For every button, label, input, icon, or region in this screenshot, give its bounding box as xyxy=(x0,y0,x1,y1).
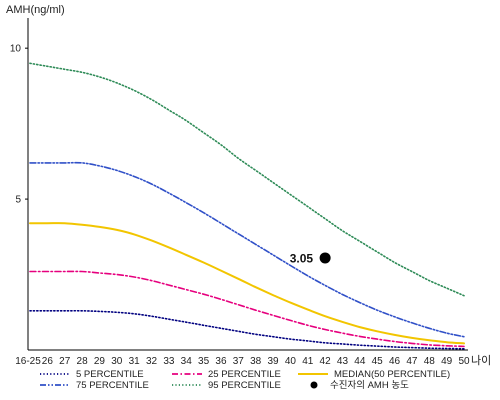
legend-label: 수진자의 AMH 농도 xyxy=(330,380,409,391)
x-axis-ticks: 16-25 26 27 28 29 30 31 32 33 34 35 36 37 38 39 40 41 42 4… xyxy=(15,356,470,367)
y-tick-label: 10 xyxy=(10,44,22,55)
x-tick-label: 46 xyxy=(389,356,401,367)
series-line-25-percentile xyxy=(29,270,465,348)
series-line-5-percentile xyxy=(29,309,465,350)
x-tick-label: 16-25 xyxy=(15,356,41,367)
legend-label: 25 PERCENTILE xyxy=(208,369,281,380)
x-tick-label: 37 xyxy=(233,356,245,367)
legend-label: MEDIAN(50 PERCENTILE) xyxy=(334,369,450,380)
x-tick-label: 35 xyxy=(198,356,210,367)
x-tick-label: 36 xyxy=(215,356,227,367)
x-tick-label: 44 xyxy=(354,356,366,367)
legend-label: 5 PERCENTILE xyxy=(76,369,144,380)
patient-amh-value-label: 3.05 xyxy=(290,251,314,265)
x-tick-label: 32 xyxy=(146,356,158,367)
y-tick-label: 5 xyxy=(15,195,21,206)
legend-label: 95 PERCENTILE xyxy=(208,380,281,391)
legend-label: 75 PERCENTILE xyxy=(76,380,149,391)
x-axis-title: 나이 xyxy=(471,354,491,367)
patient-marker-group: 3.05 xyxy=(290,251,331,265)
series-lines xyxy=(29,62,465,350)
x-tick-label: 49 xyxy=(441,356,453,367)
x-tick-label: 29 xyxy=(94,356,106,367)
x-tick-label: 39 xyxy=(267,356,279,367)
x-tick-label: 34 xyxy=(181,356,193,367)
x-tick-label: 42 xyxy=(320,356,332,367)
x-tick-label: 43 xyxy=(337,356,349,367)
series-line-75-percentile xyxy=(29,161,465,338)
series-line-95-percentile xyxy=(29,62,465,297)
y-axis-title: AMH(ng/ml) xyxy=(6,4,65,16)
x-tick-label: 27 xyxy=(59,356,71,367)
x-tick-label: 45 xyxy=(372,356,384,367)
x-tick-label: 41 xyxy=(302,356,314,367)
patient-amh-point xyxy=(319,252,331,264)
x-tick-label: 40 xyxy=(285,356,297,367)
x-tick-label: 33 xyxy=(163,356,175,367)
legend: 5 PERCENTILE 25 PERCENTILE MEDIAN(50 PERCE… xyxy=(40,369,450,391)
legend-marker-swatch xyxy=(310,381,318,389)
x-tick-label: 31 xyxy=(129,356,141,367)
x-tick-label: 28 xyxy=(77,356,89,367)
x-tick-label: 48 xyxy=(424,356,436,367)
y-axis-ticks: 5 10 xyxy=(10,44,28,206)
x-tick-label: 47 xyxy=(406,356,418,367)
series-line-median-50-percentile xyxy=(29,222,465,345)
x-tick-label: 30 xyxy=(111,356,123,367)
x-tick-label: 50 xyxy=(458,356,470,367)
x-tick-label: 26 xyxy=(42,356,54,367)
x-tick-label: 38 xyxy=(250,356,262,367)
